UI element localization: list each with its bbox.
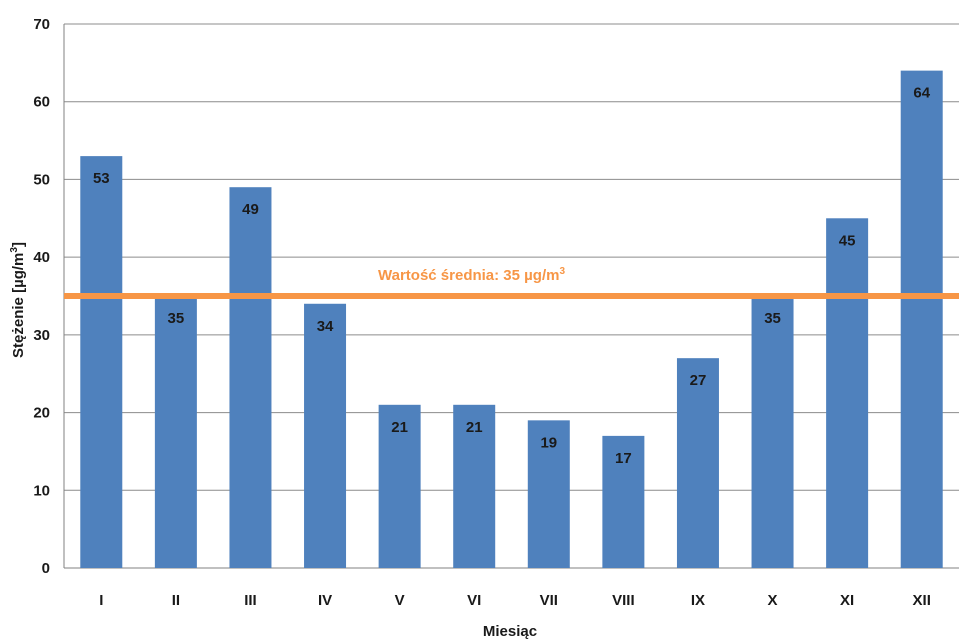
x-tick-label: III (244, 592, 257, 609)
x-axis-ticks: I II III IV V VI VII VIII IX X XI XII (99, 592, 931, 609)
y-tick-label: 30 (33, 327, 50, 344)
data-label: 53 (93, 170, 110, 187)
y-tick-label: 40 (33, 249, 50, 266)
y-tick-label: 60 (33, 94, 50, 111)
bar (80, 156, 123, 568)
data-label: 21 (466, 419, 483, 436)
x-tick-label: II (172, 592, 180, 609)
x-tick-label: IV (318, 592, 332, 609)
bar (229, 187, 272, 568)
x-axis-title: Miesiąc (483, 623, 537, 640)
bar (900, 70, 943, 568)
y-tick-label: 50 (33, 171, 50, 188)
data-labels: 53 35 49 34 21 21 19 17 27 35 45 64 (93, 85, 931, 467)
y-axis-ticks: 0 10 20 30 40 50 60 70 (33, 16, 50, 577)
data-label: 19 (540, 434, 557, 451)
bar (304, 303, 347, 568)
y-tick-label: 10 (33, 482, 50, 499)
y-axis-title-main: Stężenie [µg/m (10, 253, 27, 358)
x-tick-label: VII (540, 592, 558, 609)
bar (154, 296, 197, 568)
bar (751, 296, 794, 568)
data-label: 45 (839, 232, 856, 249)
data-label: 27 (690, 372, 707, 389)
x-tick-label: XII (913, 592, 931, 609)
x-tick-label: VI (467, 592, 481, 609)
bars (80, 70, 943, 569)
y-tick-label: 70 (33, 16, 50, 33)
bar (453, 404, 496, 568)
x-tick-label: VIII (612, 592, 635, 609)
mean-line-label: Wartość średnia: 35 µg/m3 (378, 266, 565, 284)
data-label: 35 (764, 310, 781, 327)
y-axis-title-sup: 3 (9, 247, 20, 253)
y-axis-title-tail: ] (10, 242, 27, 247)
mean-line-group: Wartość średnia: 35 µg/m3 (64, 266, 959, 299)
y-axis-title: Stężenie [µg/m3] (9, 242, 27, 358)
bar (676, 358, 719, 568)
x-tick-label: XI (840, 592, 854, 609)
bar (602, 435, 645, 568)
data-label: 21 (391, 419, 408, 436)
mean-label-sup: 3 (559, 266, 565, 277)
y-tick-label: 20 (33, 405, 50, 422)
bar (378, 404, 421, 568)
bar (527, 420, 570, 568)
y-tick-label: 0 (42, 560, 50, 577)
data-label: 35 (168, 310, 185, 327)
x-tick-label: I (99, 592, 103, 609)
x-tick-label: V (395, 592, 405, 609)
bar (826, 218, 869, 569)
x-tick-label: IX (691, 592, 705, 609)
data-label: 49 (242, 201, 259, 218)
data-label: 17 (615, 450, 632, 467)
data-label: 34 (317, 318, 334, 335)
x-tick-label: X (768, 592, 778, 609)
mean-label-main: Wartość średnia: 35 µg/m (378, 267, 559, 284)
data-label: 64 (913, 85, 930, 102)
